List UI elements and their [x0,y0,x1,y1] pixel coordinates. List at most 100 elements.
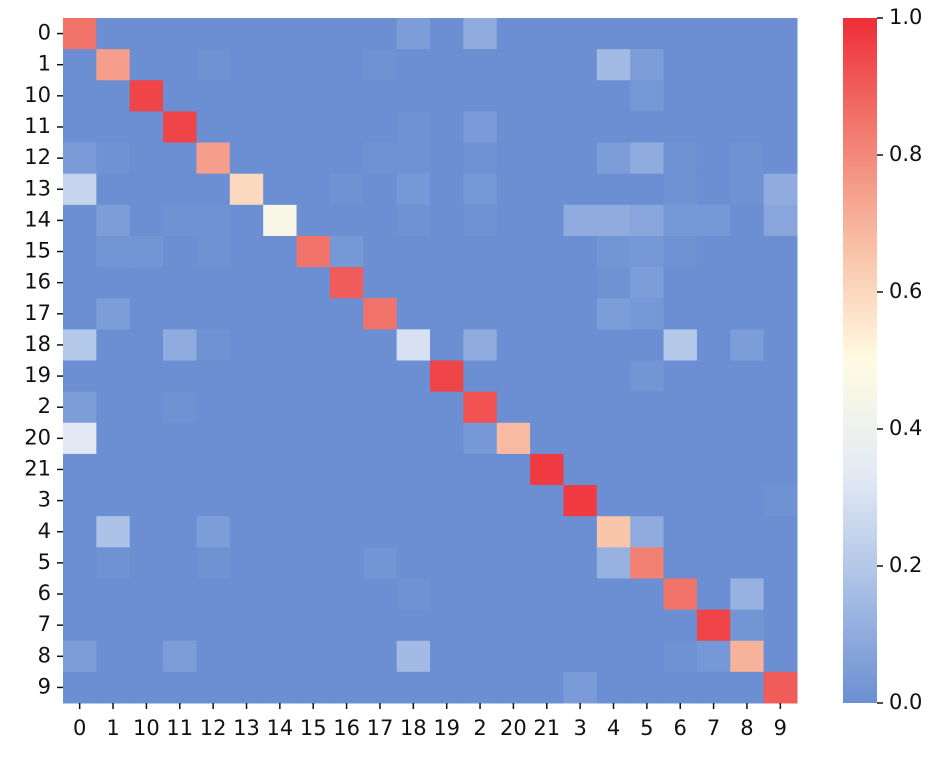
heatmap-cell [730,640,765,673]
heatmap-cell [563,391,598,424]
heatmap-cell [163,111,197,144]
heatmap-cell [530,422,564,455]
heatmap-cell [563,298,598,330]
heatmap-cell [530,329,564,361]
heatmap-cell [630,391,665,424]
heatmap-cell [196,578,231,611]
heatmap-cell [63,235,97,268]
heatmap-cell [663,329,698,361]
heatmap-cell [430,235,464,268]
x-tick-label: 17 [367,716,394,740]
heatmap-cell [563,671,598,704]
heatmap-cell [730,267,765,299]
heatmap-cell [496,111,531,144]
heatmap-cell [596,329,631,361]
y-tick-label: 21 [24,456,51,480]
heatmap-cell [763,422,798,455]
heatmap-cell [329,49,364,81]
heatmap-cell [596,516,631,548]
colorbar-tick-label: 0.8 [889,142,922,166]
y-tick-label: 20 [24,425,51,449]
heatmap-cell [396,173,431,206]
heatmap-cell [163,204,197,237]
heatmap-cell [430,142,464,175]
heatmap-cell [730,391,765,424]
heatmap-cell [763,578,798,611]
heatmap-cell [296,609,331,642]
x-tick-label: 7 [707,716,720,740]
heatmap-cell [696,298,731,330]
heatmap-cell [396,547,431,579]
heatmap-cell [763,80,798,112]
heatmap-cell [463,360,498,393]
heatmap-cell [96,485,131,517]
colorbar-tick-label: 0.0 [889,690,922,714]
heatmap-cell [730,80,765,112]
heatmap-cell [396,235,431,268]
heatmap-cell [496,298,531,330]
heatmap-cell [63,485,97,517]
heatmap-cell [730,485,765,517]
heatmap-cell [663,49,698,81]
heatmap-cell [229,204,264,237]
heatmap-cell [496,547,531,579]
heatmap-cell [663,235,698,268]
heatmap-cell [663,18,698,50]
heatmap-cell [263,173,298,206]
heatmap-cell [763,235,798,268]
heatmap-cell [630,235,665,268]
heatmap-cell [430,267,464,299]
heatmap-cell [530,80,564,112]
heatmap-cell [430,298,464,330]
heatmap-cell [696,422,731,455]
heatmap-cell [129,173,164,206]
heatmap-cell [263,360,298,393]
heatmap-cell [396,671,431,704]
heatmap-cell [763,391,798,424]
heatmap-cell [763,485,798,517]
x-tick-label: 20 [500,716,527,740]
heatmap-cell [463,49,498,81]
heatmap-cell [229,453,264,486]
heatmap-cell [63,329,97,361]
heatmap-cell [563,142,598,175]
colorbar-tick-label: 0.6 [889,279,922,303]
heatmap-cell [363,298,398,330]
heatmap-cell [530,609,564,642]
heatmap-cell [196,391,231,424]
heatmap-cell [463,547,498,579]
heatmap-cell [296,267,331,299]
heatmap-cell [363,516,398,548]
x-tick-label: 8 [740,716,753,740]
heatmap-cell [430,422,464,455]
heatmap-cell [196,609,231,642]
heatmap-cell [630,298,665,330]
heatmap-cell [563,173,598,206]
heatmap-cell [463,516,498,548]
heatmap-cell [763,453,798,486]
heatmap-cell [463,267,498,299]
heatmap-cell [329,204,364,237]
heatmap-cell [496,640,531,673]
heatmap-cell [530,360,564,393]
heatmap-cell [596,609,631,642]
heatmap-cell [263,298,298,330]
x-tick-label: 15 [300,716,327,740]
heatmap-cell [596,671,631,704]
heatmap-cell [129,391,164,424]
heatmap-cell [696,547,731,579]
heatmap-cell [296,391,331,424]
heatmap-cell [329,453,364,486]
heatmap-cell [730,235,765,268]
y-tick-label: 19 [24,363,51,387]
heatmap-cell [630,360,665,393]
heatmap-cell [63,49,97,81]
x-tick-label: 13 [233,716,260,740]
heatmap-cell [396,329,431,361]
heatmap-cell [329,111,364,144]
heatmap-cell [229,671,264,704]
heatmap-cell [496,204,531,237]
heatmap-cell [329,80,364,112]
heatmap-cell [696,578,731,611]
heatmap-cell [730,422,765,455]
